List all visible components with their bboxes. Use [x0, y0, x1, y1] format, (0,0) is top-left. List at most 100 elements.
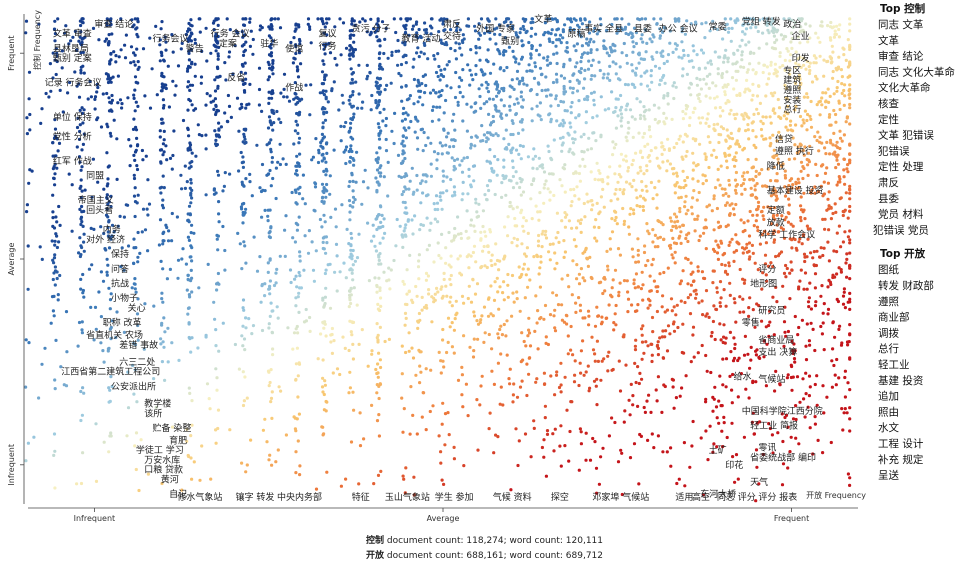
- scatter-point: [324, 251, 328, 255]
- scatter-point: [80, 106, 84, 110]
- scatter-point: [645, 222, 649, 226]
- scatter-point: [420, 82, 424, 86]
- scatter-point: [209, 477, 213, 481]
- scatter-point: [678, 234, 682, 238]
- scatter-point: [252, 235, 256, 239]
- scatter-point: [588, 386, 592, 390]
- scatter-point: [540, 163, 545, 167]
- scatter-point: [562, 76, 567, 80]
- scatter-point: [775, 213, 779, 217]
- scatter-point: [248, 17, 252, 21]
- scatter-point: [297, 215, 301, 219]
- scatter-point: [402, 229, 406, 233]
- scatter-point: [733, 188, 738, 192]
- scatter-point: [461, 192, 465, 196]
- scatter-point: [160, 74, 164, 78]
- scatter-point: [553, 326, 557, 330]
- scatter-point: [479, 68, 483, 72]
- scatter-point: [215, 134, 219, 138]
- scatter-point: [521, 128, 525, 132]
- scatter-point: [378, 252, 382, 256]
- scatter-point: [754, 219, 758, 223]
- scatter-point: [518, 385, 523, 389]
- scatter-point: [743, 17, 748, 21]
- scatter-point: [358, 20, 362, 24]
- scatter-point: [477, 22, 481, 26]
- scatter-point: [537, 53, 541, 57]
- scatter-point: [675, 174, 679, 178]
- scatter-point: [712, 127, 716, 131]
- scatter-point: [27, 97, 31, 101]
- scatter-point: [548, 258, 552, 262]
- scatter-point: [626, 310, 630, 314]
- scatter-point: [216, 54, 220, 58]
- scatter-point: [634, 188, 638, 192]
- scatter-point: [775, 197, 779, 201]
- scatter-point: [534, 294, 538, 298]
- scatter-point: [684, 107, 689, 111]
- scatter-point: [325, 182, 329, 187]
- scatter-point: [378, 358, 382, 362]
- scatter-point: [683, 132, 688, 137]
- scatter-point: [622, 188, 626, 192]
- scatter-point: [504, 193, 508, 197]
- scatter-point: [494, 42, 498, 46]
- scatter-point: [297, 136, 302, 140]
- scatter-point: [512, 102, 517, 106]
- scatter-point: [427, 292, 431, 296]
- scatter-point: [439, 38, 443, 42]
- scatter-point: [814, 300, 818, 304]
- scatter-point: [704, 218, 708, 222]
- scatter-point: [694, 20, 698, 24]
- scatter-point: [75, 84, 79, 88]
- scatter-point: [577, 171, 582, 176]
- scatter-point: [623, 409, 627, 413]
- scatter-point: [631, 40, 635, 44]
- scatter-point: [158, 148, 163, 152]
- scatter-point: [457, 42, 461, 46]
- scatter-point: [488, 97, 492, 101]
- scatter-point: [478, 320, 482, 325]
- scatter-point: [188, 391, 192, 395]
- scatter-point: [569, 105, 573, 109]
- scatter-point: [396, 38, 400, 43]
- scatter-point: [276, 316, 280, 320]
- scatter-point: [133, 109, 137, 113]
- scatter-point: [708, 72, 712, 76]
- scatter-point: [322, 169, 326, 173]
- scatter-point: [164, 83, 168, 87]
- scatter-point: [205, 382, 210, 386]
- scatter-point: [789, 31, 794, 35]
- scatter-point: [826, 240, 830, 244]
- scatter-point: [260, 282, 264, 287]
- scatter-point: [644, 184, 648, 188]
- scatter-point: [656, 236, 660, 240]
- scatter-point: [642, 57, 647, 62]
- scatter-point: [511, 174, 515, 179]
- scatter-point: [578, 303, 583, 307]
- scatter-point: [109, 134, 113, 138]
- scatter-point: [492, 62, 496, 66]
- scatter-point: [742, 171, 746, 175]
- scatter-point: [599, 23, 603, 27]
- scatter-point: [534, 48, 539, 53]
- scatter-point: [190, 399, 194, 403]
- scatter-point: [192, 108, 196, 112]
- scatter-point: [703, 152, 707, 156]
- scatter-point: [401, 245, 405, 249]
- scatter-point: [255, 143, 259, 147]
- scatter-point: [700, 343, 704, 348]
- scatter-point: [784, 275, 788, 279]
- scatter-point: [668, 332, 672, 336]
- scatter-point: [105, 91, 109, 96]
- scatter-point: [270, 330, 274, 334]
- scatter-point: [349, 117, 353, 121]
- scatter-point: [161, 340, 165, 344]
- scatter-point: [40, 107, 44, 111]
- scatter-point: [340, 203, 344, 207]
- scatter-point: [546, 342, 551, 347]
- scatter-point: [533, 61, 537, 65]
- scatter-point: [405, 19, 409, 23]
- scatter-point: [747, 306, 751, 310]
- scatter-point: [835, 89, 839, 93]
